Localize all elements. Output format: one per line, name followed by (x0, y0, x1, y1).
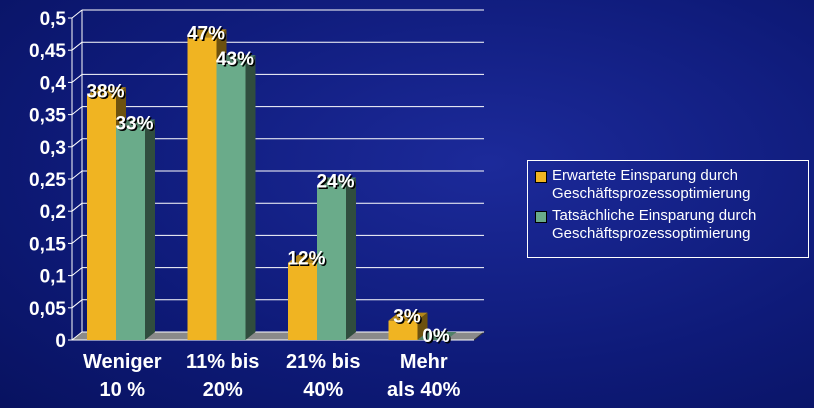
grid-line-side (71, 138, 83, 148)
bar (317, 177, 356, 340)
value-label: 24% (316, 171, 354, 192)
value-label: 0% (422, 326, 450, 347)
value-label: 47% (187, 23, 225, 44)
bar-front (317, 185, 346, 340)
bar (216, 55, 256, 341)
x-tick-label: 11% bis 20% (186, 351, 260, 401)
y-tick-label: 0,05 (29, 299, 66, 320)
bar-front (116, 127, 145, 340)
x-tick-label: Weniger 10 % (82, 351, 162, 401)
legend-swatch (535, 171, 547, 183)
grid-line-side (71, 170, 83, 180)
legend-swatch (535, 211, 547, 223)
bar-side (346, 177, 356, 340)
bar-top (216, 55, 256, 64)
bar (288, 254, 327, 340)
value-label-shadow: 33% (117, 115, 155, 136)
y-tick-label: 0,3 (40, 138, 66, 159)
bar-top (116, 119, 155, 128)
legend-label: Tatsächliche Einsparung durch Geschäftsp… (552, 207, 757, 242)
grid-line-side (71, 9, 83, 19)
bar-front (187, 37, 217, 340)
bar (116, 119, 155, 340)
x-tick-label: Mehr als 40% (387, 351, 461, 401)
bar-top (388, 312, 428, 321)
value-label-shadow: 43% (217, 51, 255, 72)
bar-side (417, 312, 428, 340)
bar (388, 312, 428, 340)
grid-line-side (71, 331, 83, 341)
grid-line-side (71, 267, 83, 276)
legend: Erwartete Einsparung durch Geschäftsproz… (527, 160, 809, 258)
value-label-shadow: 24% (318, 173, 356, 194)
value-label: 43% (216, 49, 254, 70)
bar-front (288, 262, 317, 340)
grid-line-side (71, 41, 83, 51)
grid-line-side (71, 299, 83, 309)
legend-item: Erwartete Einsparung durch Geschäftsproz… (532, 167, 804, 203)
x-tick-label: 21% bis 40% (286, 351, 361, 401)
value-label-shadow: 12% (289, 250, 327, 271)
y-tick-label: 0,25 (29, 170, 66, 191)
bar-top (187, 29, 227, 38)
y-tick-label: 0,4 (40, 73, 67, 94)
bar-side (245, 55, 256, 340)
y-tick-label: 0,45 (29, 41, 66, 62)
value-label: 33% (115, 113, 153, 134)
bar-front (87, 95, 116, 340)
bar (417, 332, 457, 340)
legend-item: Tatsächliche Einsparung durch Geschäftsp… (532, 207, 804, 243)
bar-side (145, 119, 155, 340)
value-label-shadow: 0% (424, 328, 452, 349)
value-label-shadow: 47% (188, 25, 226, 46)
grid-line-side (71, 202, 83, 212)
grid-line-side (71, 106, 83, 115)
grid-line-side (71, 74, 83, 83)
legend-label: Erwartete Einsparung durch Geschäftsproz… (552, 167, 751, 202)
grid-line-side (71, 235, 83, 244)
bar-top (87, 87, 126, 96)
bar-front (216, 63, 246, 341)
y-tick-label: 0,5 (40, 9, 67, 30)
value-label: 3% (393, 307, 421, 328)
y-tick-label: 0,2 (40, 202, 66, 223)
y-tick-label: 0,15 (29, 234, 66, 255)
bar-top (317, 177, 356, 186)
value-label-shadow: 3% (395, 308, 423, 329)
bar-front (388, 320, 418, 340)
y-tick-label: 0,1 (40, 267, 67, 288)
y-tick-label: 0,35 (29, 106, 66, 127)
value-label: 12% (287, 249, 325, 270)
value-label: 38% (86, 81, 124, 102)
bar-top (417, 332, 457, 340)
y-tick-label: 0 (55, 331, 66, 352)
value-label-shadow: 38% (88, 83, 126, 104)
